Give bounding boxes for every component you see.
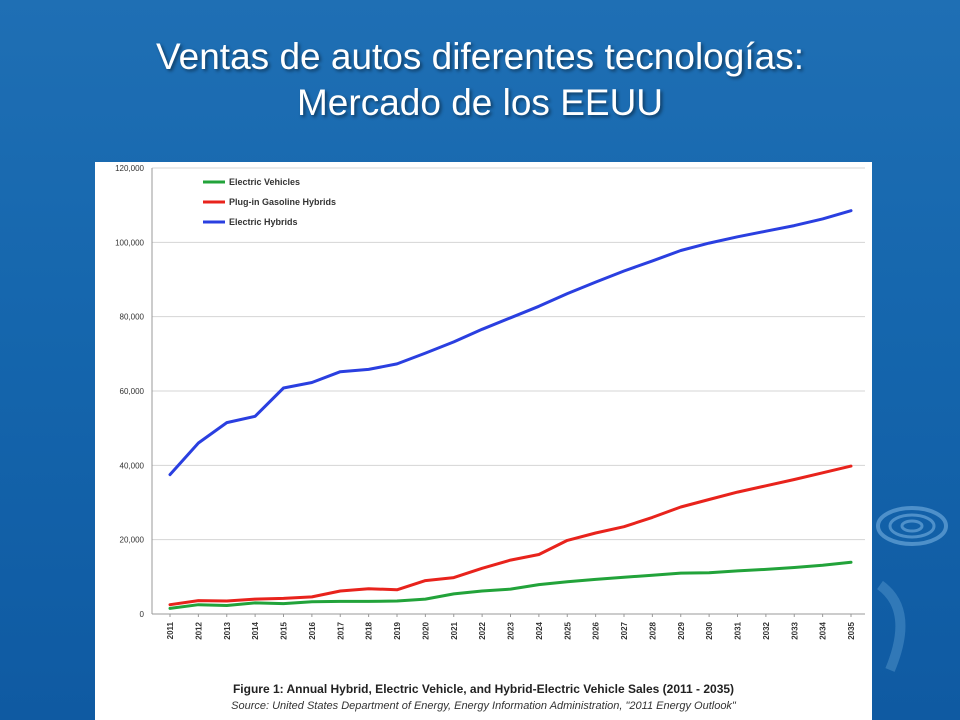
x-tick-label: 2018: [365, 621, 374, 639]
x-tick-label: 2035: [847, 621, 856, 639]
legend-label: Plug-in Gasoline Hybrids: [229, 197, 336, 207]
x-tick-label: 2021: [450, 621, 459, 639]
x-tick-label: 2033: [790, 621, 799, 639]
series-line: [168, 464, 853, 607]
y-tick-label: 80,000: [120, 313, 145, 322]
x-tick-label: 2024: [535, 621, 544, 639]
x-tick-label: 2027: [620, 621, 629, 639]
x-tick-label: 2028: [648, 621, 657, 639]
slide-title: Ventas de autos diferentes tecnologías: …: [0, 34, 960, 126]
x-tick-label: 2026: [592, 621, 601, 639]
x-tick-label: 2022: [478, 621, 487, 639]
x-tick-label: 2013: [223, 621, 232, 639]
legend-label: Electric Hybrids: [229, 217, 298, 227]
y-tick-label: 120,000: [115, 164, 144, 173]
x-tick-label: 2015: [280, 621, 289, 639]
series-line: [168, 560, 853, 610]
x-tick-label: 2012: [194, 621, 203, 639]
x-tick-label: 2011: [166, 621, 175, 639]
x-tick-label: 2023: [507, 621, 516, 639]
ripple-decoration-icon: [876, 506, 948, 672]
x-tick-label: 2030: [705, 621, 714, 639]
series-line: [168, 209, 853, 477]
x-tick-label: 2014: [251, 621, 260, 639]
slide-title-line2: Mercado de los EEUU: [296, 82, 664, 123]
x-tick-label: 2031: [734, 621, 743, 639]
x-tick-label: 2019: [393, 621, 402, 639]
figure-source: Source: United States Department of Ener…: [231, 700, 736, 712]
y-tick-label: 40,000: [120, 461, 145, 470]
line-chart: 0 20,000 40,000 60,000 80,000 100,000 120,000 2…: [115, 164, 865, 640]
x-tick-label: 2016: [308, 621, 317, 639]
y-tick-label: 20,000: [120, 536, 145, 545]
legend-label: Electric Vehicles: [229, 177, 300, 187]
y-tick-label: 60,000: [120, 387, 145, 396]
x-tick-label: 2034: [819, 621, 828, 639]
chart-panel: 0 20,000 40,000 60,000 80,000 100,000 120,000 2…: [95, 162, 872, 720]
y-tick-label: 100,000: [115, 238, 144, 247]
y-tick-label: 0: [140, 610, 145, 619]
x-tick-label: 2017: [336, 621, 345, 639]
x-tick-label: 2029: [677, 621, 686, 639]
x-tick-label: 2032: [762, 621, 771, 639]
x-tick-label: 2025: [563, 621, 572, 639]
x-tick-label: 2020: [421, 621, 430, 639]
figure-caption: Figure 1: Annual Hybrid, Electric Vehicl…: [232, 682, 735, 696]
slide-title-line1: Ventas de autos diferentes tecnologías:: [156, 36, 804, 77]
